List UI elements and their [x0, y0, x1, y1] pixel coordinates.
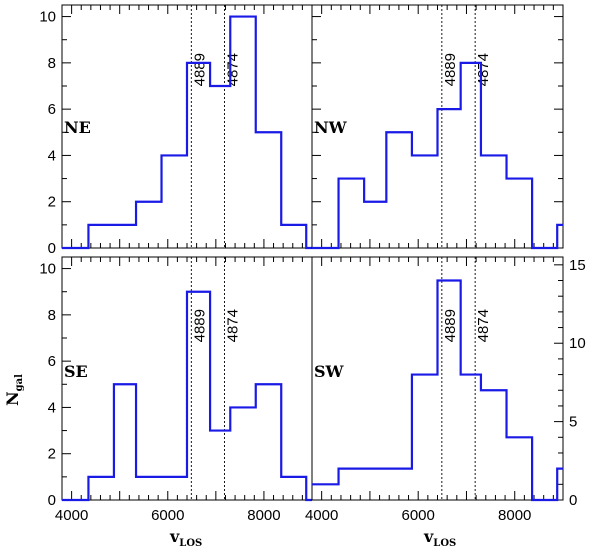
panel-sw: 0 5 10 15 4000 6000 8000 4889 4874 SW	[305, 256, 586, 524]
y-tick-label: 10	[39, 261, 56, 278]
y-tick-label: 0	[569, 492, 577, 509]
x-tick-label: 8000	[498, 507, 531, 524]
panel-nw: 4889 4874 NW	[311, 4, 564, 250]
reference-label-4889: 4889	[191, 53, 208, 86]
reference-label-4874: 4874	[475, 309, 492, 342]
y-axis-label: Ngal	[3, 374, 25, 406]
y-tick-label: 10	[569, 335, 586, 352]
histogram-se	[62, 290, 312, 502]
y-tick-label: 10	[39, 9, 56, 26]
x-tick-label: 4000	[305, 507, 338, 524]
panel-label-se: SE	[64, 362, 88, 381]
y-tick-label: 0	[48, 240, 56, 257]
y-tick-label: 6	[48, 101, 56, 118]
y-tick-label: 4	[48, 147, 56, 164]
y-tick-label: 0	[48, 492, 56, 509]
reference-label-4889: 4889	[191, 309, 208, 342]
panel-ne: 0 2 4 6 8 10 4889 4874 NE	[39, 4, 313, 257]
reference-label-4889: 4889	[442, 53, 459, 86]
x-tick-label: 6000	[151, 507, 184, 524]
panel-se: 0 2 4 6 8 10 4000 6000 8000 4889 4874 SE	[39, 256, 313, 524]
x-tick-label: 8000	[247, 507, 280, 524]
y-tick-label: 15	[569, 257, 586, 274]
y-tick-label: 4	[48, 399, 56, 416]
y-tick-label: 2	[48, 446, 56, 463]
panel-label-sw: SW	[314, 362, 345, 381]
y-tick-label: 2	[48, 194, 56, 211]
reference-label-4874: 4874	[225, 53, 242, 86]
y-tick-label: 8	[48, 307, 56, 324]
panels-group: 0 2 4 6 8 10 4889 4874 NE 4889 4874 NW 0 2 4 6 8 10 4000 60…	[39, 4, 586, 524]
histogram-sw	[312, 279, 563, 502]
x-axis-label-left: vLOS	[169, 527, 202, 549]
histogram-nw	[312, 61, 563, 250]
reference-label-4874: 4874	[225, 309, 242, 342]
panel-label-ne: NE	[64, 118, 91, 137]
x-tick-label: 4000	[55, 507, 88, 524]
histogram-ne	[62, 15, 312, 250]
y-tick-label: 5	[569, 414, 577, 431]
y-tick-label: 6	[48, 353, 56, 370]
y-tick-label: 8	[48, 55, 56, 72]
reference-label-4889: 4889	[442, 309, 459, 342]
reference-label-4874: 4874	[475, 53, 492, 86]
panel-label-nw: NW	[314, 118, 348, 137]
x-axis-label-right: vLOS	[423, 527, 456, 549]
x-tick-label: 6000	[402, 507, 435, 524]
